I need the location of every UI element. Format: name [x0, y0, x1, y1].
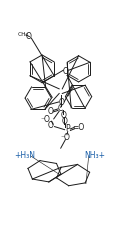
Text: C: C — [58, 104, 63, 113]
Text: O: O — [48, 107, 54, 116]
Text: NH₃+: NH₃+ — [84, 151, 105, 160]
Text: P: P — [65, 124, 70, 133]
Text: =O: =O — [72, 123, 85, 132]
Text: ⁻O: ⁻O — [60, 133, 70, 142]
Text: CH₃: CH₃ — [17, 32, 28, 37]
Text: +H₃N: +H₃N — [14, 151, 35, 160]
Text: O: O — [59, 98, 64, 107]
Text: ⁻O: ⁻O — [40, 115, 50, 124]
Text: O: O — [61, 111, 67, 120]
Text: O: O — [63, 67, 69, 76]
Text: O: O — [26, 32, 32, 41]
Text: O: O — [62, 117, 68, 126]
Text: O: O — [48, 121, 54, 130]
